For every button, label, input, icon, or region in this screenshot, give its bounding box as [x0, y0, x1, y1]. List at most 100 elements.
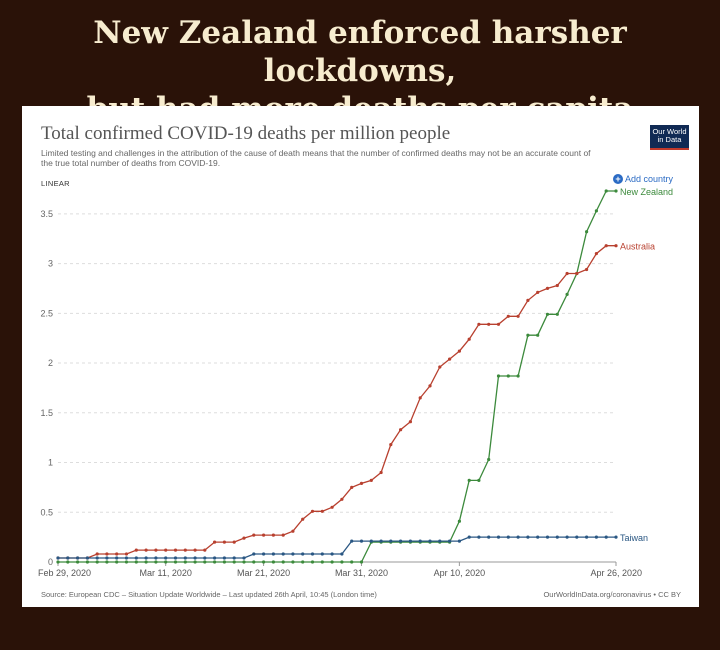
series-label: Taiwan	[620, 533, 648, 543]
data-point	[418, 539, 422, 543]
data-point	[183, 560, 187, 564]
chart-card: Total confirmed COVID-19 deaths per mill…	[22, 106, 699, 607]
data-point	[379, 470, 383, 475]
data-point	[242, 556, 246, 560]
data-point	[262, 560, 266, 564]
data-point	[134, 548, 138, 552]
data-point	[154, 560, 158, 564]
add-country-button[interactable]: + Add country	[613, 174, 673, 184]
data-point	[222, 540, 226, 544]
y-tick-label: 1.5	[40, 408, 53, 418]
data-point	[496, 322, 501, 326]
data-point	[95, 560, 99, 564]
credit-link[interactable]: OurWorldInData.org/coronavirus • CC BY	[543, 590, 681, 599]
chart-title: Total confirmed COVID-19 deaths per mill…	[41, 123, 451, 144]
data-point	[594, 535, 599, 539]
data-point	[124, 560, 129, 564]
data-point	[526, 298, 530, 302]
data-point	[310, 509, 315, 513]
scale-toggle[interactable]: LINEAR	[41, 179, 70, 188]
data-point	[516, 374, 520, 378]
data-point	[565, 292, 569, 296]
data-point	[379, 539, 383, 543]
data-point	[467, 535, 471, 539]
data-point	[193, 560, 197, 564]
data-point	[604, 244, 608, 248]
data-point	[134, 556, 138, 560]
data-point	[536, 290, 540, 294]
data-point	[565, 535, 569, 539]
data-point	[340, 497, 344, 501]
y-tick-label: 0	[48, 557, 53, 567]
data-point	[555, 283, 559, 288]
data-point	[506, 314, 510, 318]
series-line-taiwan	[58, 536, 616, 559]
y-tick-label: 3	[48, 259, 53, 269]
data-point	[124, 552, 129, 556]
data-point	[359, 481, 364, 485]
data-point	[330, 552, 334, 556]
y-tick-label: 1	[48, 458, 53, 468]
data-point	[506, 535, 510, 539]
data-point	[614, 244, 618, 248]
data-point	[320, 509, 324, 513]
data-point	[565, 271, 569, 276]
data-point	[526, 333, 530, 337]
logo-line-2: in Data	[657, 135, 682, 144]
data-point	[95, 556, 99, 560]
data-point	[213, 540, 217, 544]
data-point	[604, 189, 608, 193]
data-point	[154, 556, 158, 560]
data-point	[506, 374, 510, 378]
x-tick-label: Apr 26, 2020	[590, 568, 642, 578]
data-point	[369, 539, 373, 543]
data-point	[614, 535, 618, 539]
logo-line-1: Our World	[652, 127, 687, 136]
data-point	[242, 560, 246, 564]
data-point	[85, 560, 89, 564]
data-point	[183, 556, 187, 560]
series-line-australia	[58, 245, 616, 559]
data-point	[369, 478, 373, 482]
chart-subtitle: Limited testing and challenges in the at…	[41, 148, 591, 168]
data-point	[555, 312, 559, 316]
data-point	[66, 560, 70, 564]
owid-logo[interactable]: Our World in Data	[650, 125, 689, 150]
data-point	[105, 552, 109, 556]
data-point	[585, 230, 589, 234]
data-point	[115, 552, 119, 556]
data-point	[95, 552, 99, 556]
data-point	[85, 556, 89, 560]
data-point	[291, 552, 295, 556]
data-point	[359, 539, 364, 543]
y-tick-label: 2	[48, 358, 53, 368]
data-point	[614, 189, 618, 193]
data-point	[281, 533, 285, 537]
data-point	[281, 560, 285, 564]
data-point	[262, 533, 266, 537]
data-point	[310, 560, 315, 564]
data-point	[232, 556, 236, 560]
data-point	[252, 533, 256, 537]
x-tick-label: Apr 10, 2020	[434, 568, 486, 578]
data-point	[448, 357, 452, 361]
data-point	[173, 556, 178, 560]
data-point	[389, 539, 393, 543]
x-tick-label: Feb 29, 2020	[38, 568, 91, 578]
data-point	[183, 548, 187, 552]
data-point	[536, 535, 540, 539]
data-point	[76, 556, 80, 560]
data-point	[124, 556, 129, 560]
data-point	[193, 548, 197, 552]
data-point	[438, 365, 442, 369]
data-point	[448, 539, 452, 543]
data-point	[467, 478, 471, 482]
data-point	[428, 384, 432, 388]
data-point	[516, 314, 520, 318]
data-point	[399, 428, 403, 432]
data-point	[105, 556, 109, 560]
data-point	[350, 539, 354, 543]
data-point	[545, 286, 550, 290]
data-point	[555, 535, 559, 539]
data-point	[173, 560, 178, 564]
